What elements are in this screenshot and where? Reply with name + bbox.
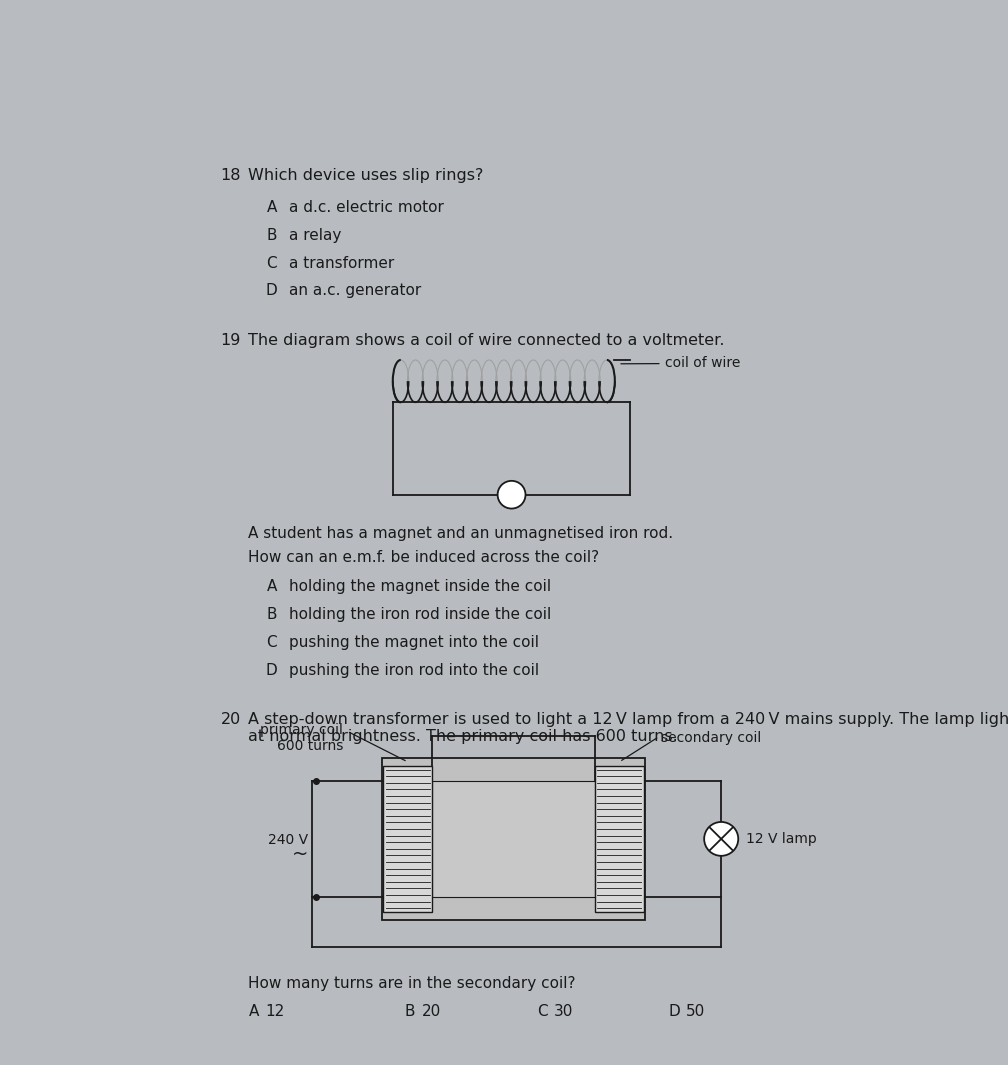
- Text: pushing the iron rod into the coil: pushing the iron rod into the coil: [288, 662, 539, 677]
- Text: A: A: [248, 1003, 259, 1019]
- Text: a transformer: a transformer: [288, 256, 394, 271]
- Text: A: A: [267, 579, 277, 594]
- Text: primary coil: primary coil: [260, 723, 343, 737]
- Text: ~: ~: [291, 845, 308, 864]
- Text: 19: 19: [221, 332, 241, 347]
- Text: A student has a magnet and an unmagnetised iron rod.: A student has a magnet and an unmagnetis…: [248, 525, 673, 541]
- Text: A: A: [267, 200, 277, 215]
- Text: How many turns are in the secondary coil?: How many turns are in the secondary coil…: [248, 976, 576, 990]
- Text: 20: 20: [221, 711, 241, 726]
- Text: B: B: [405, 1003, 415, 1019]
- Text: B: B: [267, 228, 277, 243]
- Text: 12: 12: [265, 1003, 284, 1019]
- Bar: [432, 781, 595, 897]
- Text: coil of wire: coil of wire: [621, 357, 740, 371]
- Text: an a.c. generator: an a.c. generator: [288, 283, 421, 298]
- Text: D: D: [668, 1003, 680, 1019]
- Text: holding the magnet inside the coil: holding the magnet inside the coil: [288, 579, 551, 594]
- Bar: [383, 766, 432, 912]
- Text: 240 V: 240 V: [268, 833, 308, 847]
- Text: D: D: [265, 662, 277, 677]
- Bar: [595, 766, 644, 912]
- Text: 30: 30: [553, 1003, 574, 1019]
- Text: C: C: [266, 256, 277, 271]
- Circle shape: [498, 480, 525, 509]
- Text: V: V: [507, 488, 516, 502]
- Text: holding the iron rod inside the coil: holding the iron rod inside the coil: [288, 607, 551, 622]
- Text: secondary coil: secondary coil: [661, 731, 761, 745]
- Text: C: C: [536, 1003, 547, 1019]
- Text: 600 turns: 600 turns: [276, 739, 343, 753]
- Text: a d.c. electric motor: a d.c. electric motor: [288, 200, 444, 215]
- Circle shape: [705, 822, 738, 856]
- Text: pushing the magnet into the coil: pushing the magnet into the coil: [288, 635, 538, 650]
- Text: A step-down transformer is used to light a 12 V lamp from a 240 V mains supply. : A step-down transformer is used to light…: [248, 711, 1008, 726]
- Text: 12 V lamp: 12 V lamp: [746, 832, 816, 846]
- Text: at normal brightness. The primary coil has 600 turns.: at normal brightness. The primary coil h…: [248, 728, 678, 743]
- Text: 20: 20: [422, 1003, 442, 1019]
- Text: D: D: [265, 283, 277, 298]
- Text: 18: 18: [220, 168, 241, 183]
- Text: The diagram shows a coil of wire connected to a voltmeter.: The diagram shows a coil of wire connect…: [248, 332, 725, 347]
- Text: Which device uses slip rings?: Which device uses slip rings?: [248, 168, 484, 183]
- Text: a relay: a relay: [288, 228, 341, 243]
- Text: C: C: [266, 635, 277, 650]
- Text: How can an e.m.f. be induced across the coil?: How can an e.m.f. be induced across the …: [248, 551, 600, 566]
- Text: 50: 50: [685, 1003, 705, 1019]
- Text: B: B: [267, 607, 277, 622]
- Bar: [382, 758, 645, 920]
